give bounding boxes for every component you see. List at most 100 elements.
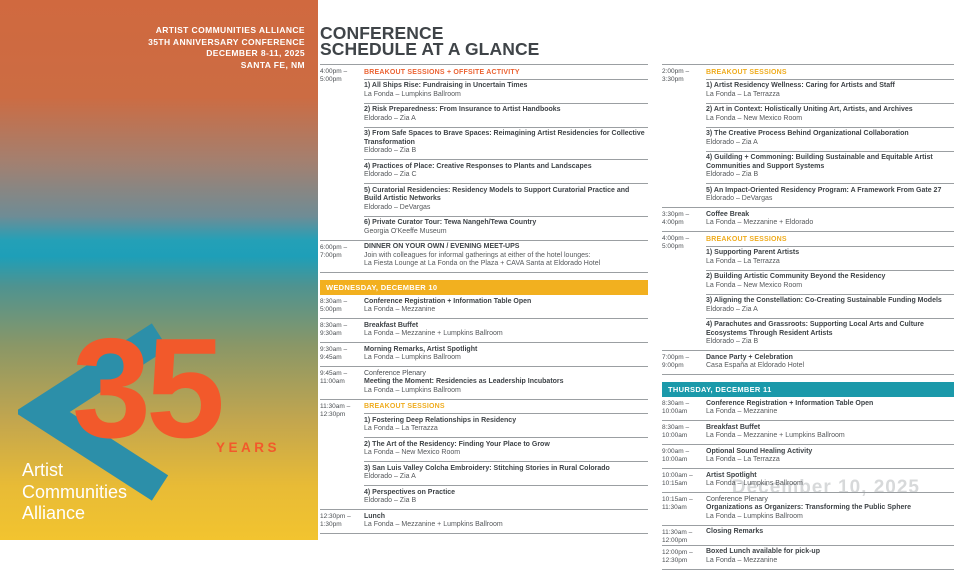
session-item: 4) Perspectives on Practice Eldorado – Zi…: [364, 485, 648, 509]
time-line: 12:30pm: [662, 556, 688, 564]
row-content: BREAKOUT SESSIONS 1) Artist Residency Wel…: [706, 65, 954, 207]
schedule-row: 12:00pm –12:30pm Boxed Lunch available fo…: [662, 544, 954, 569]
row-content: Boxed Lunch available for pick-up La Fond…: [706, 546, 954, 569]
session-title: Artist Spotlight: [706, 471, 757, 479]
session-item: Closing Remarks: [706, 526, 954, 541]
page-title: CONFERENCE SCHEDULE AT A GLANCE: [320, 23, 960, 59]
session-item: 3) Aligning the Constellation: Co-Creati…: [706, 293, 954, 318]
session-title: Lunch: [364, 512, 385, 520]
session-location: La Fonda – La Terrazza: [364, 425, 438, 432]
session-title: 5) Curatorial Residencies: Residency Mod…: [364, 186, 630, 203]
time-range: 9:30am –9:45am: [320, 343, 364, 366]
session-location: La Fonda – New Mexico Room: [706, 281, 803, 289]
schedule-row: 9:45am –11:00am Conference Plenary Meeting…: [320, 366, 648, 399]
schedule-row: 8:30am –10:00am Breakfast Buffet La Fonda …: [662, 420, 954, 444]
session-location: La Fonda – Lumpkins Ballroom: [706, 512, 803, 520]
schedule-row: 9:30am –9:45am Morning Remarks, Artist Sp…: [320, 342, 648, 366]
day-group: THURSDAY, DECEMBER 11 8:30am –10:00am Conf…: [662, 382, 954, 570]
session-title: 4) Parachutes and Grassroots: Supporting…: [706, 321, 924, 337]
row-content: Coffee Break La Fonda – Mezzanine + Eldor…: [706, 208, 954, 231]
session-title: Boxed Lunch available for pick-up: [706, 548, 820, 555]
time-range: 9:45am –11:00am: [320, 367, 364, 399]
time-line: 8:30am –: [662, 400, 690, 407]
session-title: Coffee Break: [706, 210, 750, 218]
session-pretitle: Conference Plenary: [706, 495, 768, 503]
session-location: La Fonda – Lumpkins Ballroom: [706, 480, 803, 487]
session-group-header: BREAKOUT SESSIONS: [706, 235, 787, 243]
schedule-column-left: 4:00pm –5:00pm BREAKOUT SESSIONS + OFFSIT…: [320, 64, 648, 570]
schedule-row: 8:30am –9:30am Breakfast Buffet La Fonda –…: [320, 318, 648, 342]
session-title: Morning Remarks, Artist Spotlight: [364, 345, 478, 353]
time-line: 4:00pm –: [662, 235, 690, 242]
time-line: 9:00am –: [662, 448, 690, 455]
time-range: 8:30am –10:00am: [662, 397, 706, 420]
time-range: 12:00pm –12:30pm: [662, 546, 706, 569]
block-list: 8:30am –10:00am Conference Registration +…: [662, 397, 954, 570]
session-title: 2) The Art of the Residency: Finding You…: [364, 440, 550, 448]
session-group-header: BREAKOUT SESSIONS: [364, 403, 445, 410]
session-item: Breakfast Buffet La Fonda – Mezzanine + L…: [364, 319, 648, 342]
time-line: 10:00am: [662, 456, 688, 463]
row-content: Lunch La Fonda – Mezzanine + Lumpkins Bal…: [364, 510, 648, 533]
time-line: 8:30am –: [662, 424, 690, 431]
time-range: 4:00pm –5:00pm: [662, 232, 706, 350]
time-range: 10:15am –11:30am: [662, 493, 706, 525]
time-range: 11:30am –12:30pm: [320, 400, 364, 510]
session-title: Organizations as Organizers: Transformin…: [706, 504, 911, 511]
session-item: 2) The Art of the Residency: Finding You…: [364, 437, 648, 461]
masthead-line: 35TH ANNIVERSARY CONFERENCE: [148, 36, 305, 47]
row-content: Conference Plenary Meeting the Moment: Re…: [364, 367, 648, 399]
time-line: 4:00pm: [662, 219, 684, 226]
session-location: Eldorado – Zia A: [364, 114, 416, 122]
session-item: Conference Registration + Information Ta…: [364, 295, 648, 318]
session-item: Optional Sound Healing Activity La Fonda …: [706, 445, 954, 468]
time-range: 4:00pm –5:00pm: [320, 65, 364, 240]
session-location: La Fonda – Lumpkins Ballroom: [364, 90, 461, 98]
session-location: La Fonda – New Mexico Room: [364, 449, 461, 456]
time-line: 9:30am: [320, 330, 342, 337]
session-title: 4) Perspectives on Practice: [364, 488, 456, 496]
schedule-row: 9:00am –10:00am Optional Sound Healing Ac…: [662, 444, 954, 468]
row-content: Conference Registration + Information Ta…: [364, 295, 648, 318]
session-title: Breakfast Buffet: [364, 321, 419, 329]
schedule-row: 10:15am –11:30am Conference Plenary Organi…: [662, 492, 954, 525]
schedule-row: 10:00am –10:15am Artist Spotlight La Fonda…: [662, 468, 954, 492]
session-location: La Fonda – Mezzanine + Lumpkins Ballroom: [364, 521, 503, 528]
time-line: 12:00pm: [662, 536, 688, 544]
session-location: Eldorado – Zia B: [364, 147, 417, 154]
time-range: 6:00pm –7:00pm: [320, 241, 364, 273]
session-title: 3) The Creative Process Behind Organizat…: [706, 130, 909, 137]
session-location: Eldorado – Zia B: [706, 171, 759, 178]
session-title: Conference Registration + Information Ta…: [706, 399, 874, 407]
session-location: Eldorado – DeVargas: [706, 195, 773, 202]
session-location: La Fonda – Mezzanine: [706, 408, 778, 415]
time-line: 10:00am: [662, 408, 688, 415]
session-location: La Fonda – Mezzanine: [364, 306, 436, 313]
time-line: 12:00pm –: [662, 548, 693, 556]
time-line: 1:30pm: [320, 521, 342, 528]
day-group: WEDNESDAY, DECEMBER 10 8:30am –5:00pm Conf…: [320, 280, 648, 534]
time-range: 11:30am –12:00pm: [662, 526, 706, 545]
session-group-header: BREAKOUT SESSIONS: [706, 68, 787, 76]
session-location: La Fonda – La Terrazza: [706, 257, 780, 265]
conference-masthead: ARTIST COMMUNITIES ALLIANCE 35TH ANNIVER…: [148, 25, 305, 71]
masthead-line: ARTIST COMMUNITIES ALLIANCE: [155, 25, 305, 35]
time-range: 7:00pm –9:00pm: [662, 351, 706, 374]
session-location: Join with colleagues for informal gather…: [364, 251, 591, 259]
time-line: 11:00am: [320, 378, 345, 385]
page-title-line1: CONFERENCE: [320, 23, 444, 43]
schedule-row: 8:30am –5:00pm Conference Registration + …: [320, 295, 648, 318]
time-line: 5:00pm: [662, 243, 684, 250]
page-title-line2: SCHEDULE AT A GLANCE: [320, 38, 540, 59]
session-item: 3) From Safe Spaces to Brave Spaces: Rei…: [364, 126, 648, 160]
session-item: 1) Supporting Parent Artists La Fonda – L…: [706, 245, 954, 270]
session-item: 6) Private Curator Tour: Tewa Nangeh/Tew…: [364, 215, 648, 240]
row-content: BREAKOUT SESSIONS 1) Supporting Parent Ar…: [706, 232, 954, 350]
session-item: 2) Building Artistic Community Beyond th…: [706, 269, 954, 294]
time-line: 4:00pm –: [320, 68, 348, 75]
time-range: 8:30am –5:00pm: [320, 295, 364, 318]
session-location: Eldorado – Zia C: [364, 171, 417, 178]
row-content: Breakfast Buffet La Fonda – Mezzanine + L…: [706, 421, 954, 444]
row-content: Dance Party + Celebration Casa España at …: [706, 351, 954, 374]
org-name-line: Communities: [22, 481, 128, 502]
